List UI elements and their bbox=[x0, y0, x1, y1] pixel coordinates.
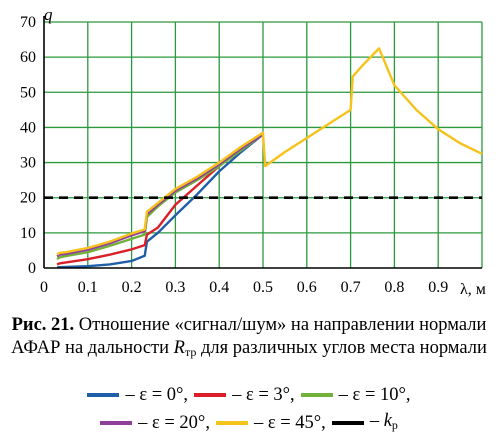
chart-axes bbox=[43, 16, 482, 269]
caption-var: R bbox=[173, 338, 185, 358]
y-tick-label: 30 bbox=[20, 155, 36, 172]
legend-row-2: – ε = 20°, – ε = 45°, – kр bbox=[0, 408, 498, 438]
legend-kp-symbol: k bbox=[383, 411, 392, 431]
legend-item-eps10: – ε = 10°, bbox=[300, 382, 411, 408]
y-tick-label: 40 bbox=[20, 119, 36, 136]
legend-kp-subscript: р bbox=[391, 418, 398, 432]
legend-item-eps20: – ε = 20°, bbox=[100, 410, 210, 436]
legend-item-eps45: – ε = 45°, bbox=[215, 410, 326, 436]
figure-caption: Рис. 21. Отношение «сигнал/шум» на напра… bbox=[0, 314, 498, 364]
legend-row-1: – ε = 0°, – ε = 3°, – ε = 10°, bbox=[0, 382, 498, 408]
y-tick-label: 0 bbox=[28, 260, 36, 277]
y-tick-label: 60 bbox=[20, 49, 36, 66]
signal-noise-chart: 0 10 20 30 40 50 60 70 0 0.1 0.2 0.3 0.4 0.5 0.6 0.7 0.8… bbox=[20, 5, 486, 298]
figure-label: Рис. 21. bbox=[11, 315, 75, 335]
caption-text-2: для различных углов места нормали bbox=[196, 338, 487, 358]
legend-swatch-eps45 bbox=[215, 421, 248, 425]
legend-label-kp: – kр bbox=[370, 408, 398, 438]
legend-item-eps0: – ε = 0°, bbox=[87, 382, 188, 408]
series-line-0 bbox=[57, 133, 264, 269]
legend-swatch-eps0 bbox=[87, 393, 120, 397]
y-tick-label: 50 bbox=[20, 84, 36, 101]
y-tick-label: 10 bbox=[20, 225, 36, 242]
x-tick-label: 0.2 bbox=[122, 279, 142, 296]
y-axis-label: q bbox=[44, 5, 53, 24]
caption-text-1: Отношение «сигнал/шум» на направлении но… bbox=[11, 315, 487, 358]
legend-item-kp: – kр bbox=[331, 408, 398, 438]
legend-label-eps45: – ε = 45°, bbox=[253, 413, 326, 433]
chart-legend: – ε = 0°, – ε = 3°, – ε = 10°, – ε = 20°… bbox=[0, 382, 498, 438]
legend-label-eps10: – ε = 10°, bbox=[338, 385, 411, 405]
legend-label-eps20: – ε = 20°, bbox=[138, 413, 210, 433]
x-tick-label: 0.1 bbox=[78, 279, 98, 296]
legend-swatch-kp bbox=[331, 421, 364, 425]
legend-swatch-eps10 bbox=[300, 393, 333, 397]
legend-swatch-eps20 bbox=[100, 421, 133, 425]
chart-grid bbox=[44, 21, 483, 268]
legend-kp-prefix: – bbox=[369, 411, 384, 431]
legend-label-eps3: – ε = 3°, bbox=[232, 385, 295, 405]
x-tick-label: 0.6 bbox=[297, 279, 317, 296]
x-tick-label: 0 bbox=[40, 279, 48, 296]
chart-tick-labels: 0 10 20 30 40 50 60 70 0 0.1 0.2 0.3 0.4 0.5 0.6 0.7 0.8… bbox=[20, 14, 448, 296]
x-tick-label: 0.8 bbox=[384, 279, 404, 296]
legend-swatch-eps3 bbox=[194, 393, 227, 397]
x-axis-label: λ, м bbox=[460, 281, 486, 298]
legend-item-eps3: – ε = 3°, bbox=[194, 382, 295, 408]
x-tick-label: 0.4 bbox=[209, 279, 229, 296]
x-tick-label: 0.9 bbox=[428, 279, 448, 296]
x-tick-label: 0.5 bbox=[253, 279, 273, 296]
series-line-4 bbox=[56, 47, 483, 256]
y-tick-label: 20 bbox=[20, 190, 36, 207]
caption-var-subscript: тр bbox=[184, 345, 197, 359]
x-tick-label: 0.7 bbox=[341, 279, 361, 296]
legend-label-eps0: – ε = 0°, bbox=[125, 385, 189, 405]
x-tick-label: 0.3 bbox=[165, 279, 185, 296]
chart-series bbox=[44, 47, 483, 269]
y-tick-label: 70 bbox=[20, 14, 36, 31]
